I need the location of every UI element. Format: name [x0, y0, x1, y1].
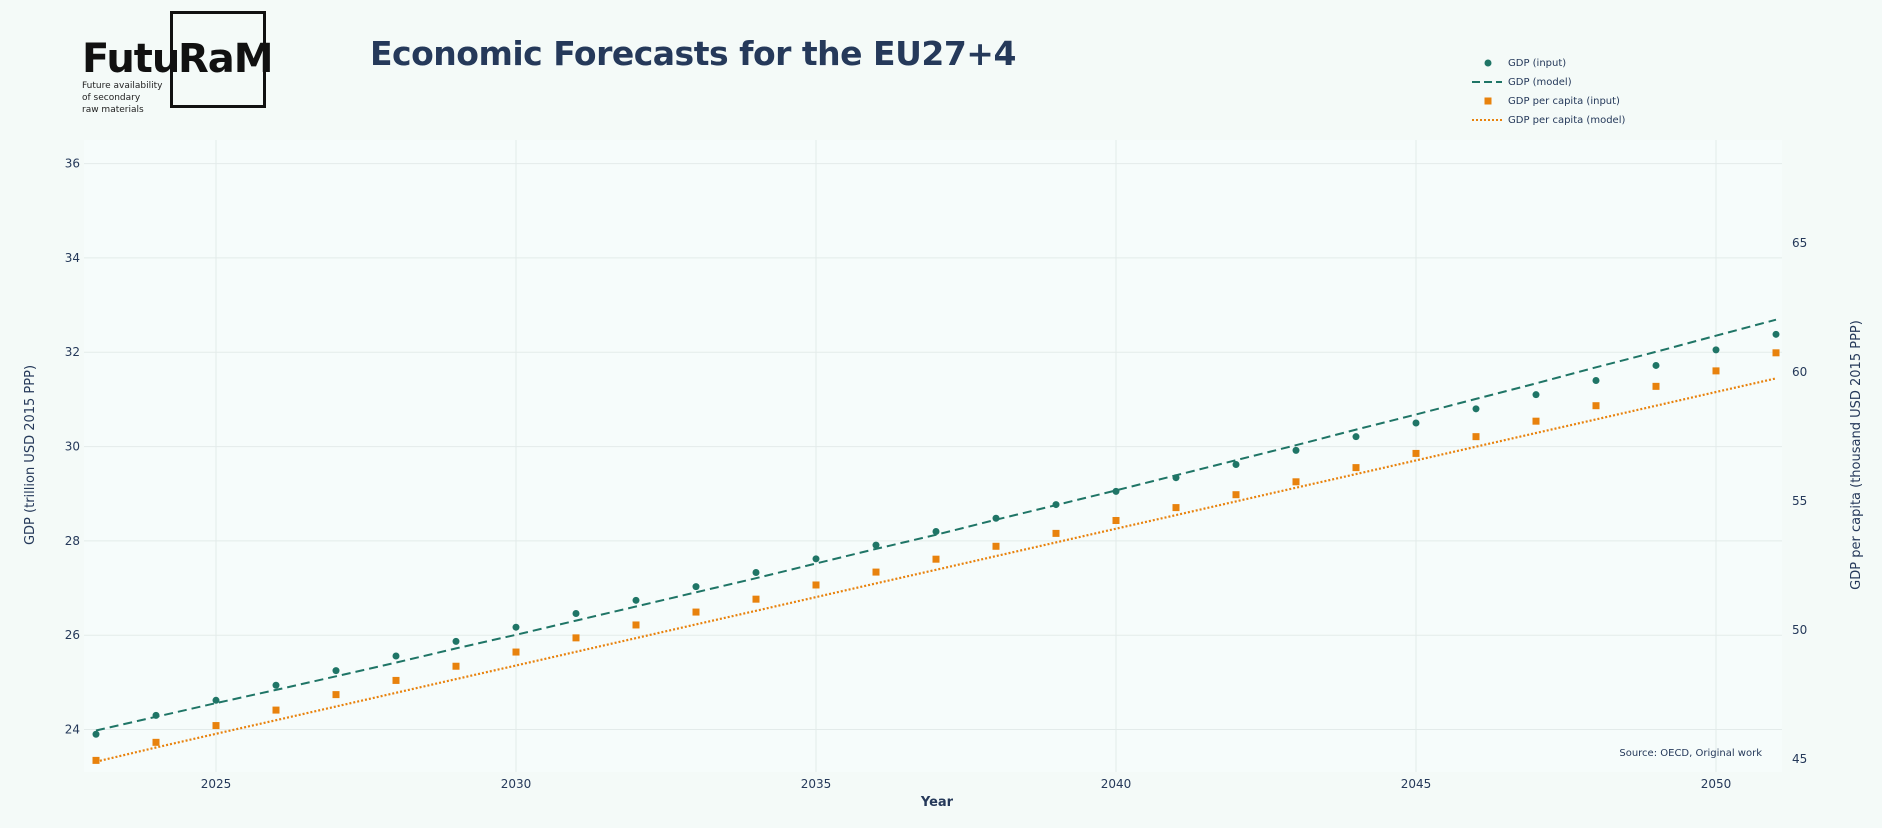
- gdp-input-point: [1412, 419, 1420, 427]
- logo-box: [170, 11, 266, 108]
- gdp-input-point: [1292, 446, 1300, 454]
- y2-tick-label: 55: [1792, 494, 1807, 508]
- legend-label-gdp-per-capita-input: GDP per capita (input): [1508, 96, 1620, 107]
- y-tick-label: 28: [65, 534, 80, 548]
- x-tick-label: 2040: [1101, 777, 1132, 791]
- data-series: [92, 318, 1780, 764]
- plot-area: [84, 140, 1782, 772]
- gdp-per-capita-input-point: [392, 676, 400, 684]
- gdp-input-point: [212, 696, 220, 704]
- gdp-input-point: [1592, 377, 1600, 385]
- gdp-per-capita-input-point: [752, 595, 760, 603]
- y2-tick-label: 50: [1792, 623, 1807, 637]
- gdp-input-point: [392, 652, 400, 660]
- y-tick-label: 30: [65, 440, 80, 454]
- y-tick-label: 36: [65, 157, 80, 171]
- series-line-gdp-per-capita-model: [95, 377, 1777, 763]
- gdp-input-point: [752, 568, 760, 576]
- gdp-per-capita-input-point: [1232, 491, 1240, 499]
- gdp-per-capita-input-point: [1532, 417, 1540, 425]
- chart-title: Economic Forecasts for the EU27+4: [370, 34, 1016, 73]
- gdp-input-point: [1232, 460, 1240, 468]
- series-line-gdp-model: [95, 318, 1777, 732]
- x-tick-label: 2035: [801, 777, 832, 791]
- x-tick-label: 2030: [501, 777, 532, 791]
- y2-tick-label: 60: [1792, 365, 1807, 379]
- source-note: Source: OECD, Original work: [1619, 748, 1762, 759]
- gdp-per-capita-input-point: [872, 568, 880, 576]
- y-axis-label: GDP (trillion USD 2015 PPP): [23, 365, 38, 545]
- gdp-per-capita-input-point: [92, 756, 100, 764]
- y-tick-label: 24: [65, 723, 80, 737]
- gdp-per-capita-input-point: [572, 634, 580, 642]
- y-tick-label: 32: [65, 345, 80, 359]
- gdp-input-point: [1532, 391, 1540, 399]
- y-tick-label: 26: [65, 628, 80, 642]
- gdp-input-point: [872, 541, 880, 549]
- y2-axis-label: GDP per capita (thousand USD 2015 PPP): [1849, 320, 1864, 590]
- gdp-input-point: [1472, 405, 1480, 413]
- gdp-per-capita-input-point: [932, 555, 940, 563]
- x-tick-label: 2045: [1401, 777, 1432, 791]
- gdp-per-capita-input-point: [1172, 504, 1180, 512]
- gdp-input-point: [572, 610, 580, 618]
- gdp-per-capita-input-point: [1352, 464, 1360, 472]
- gdp-input-point: [1112, 487, 1120, 495]
- gdp-per-capita-input-point: [992, 542, 1000, 550]
- gdp-per-capita-input-point: [632, 621, 640, 629]
- gdp-input-point: [452, 637, 460, 645]
- gdp-per-capita-input-point: [212, 722, 220, 730]
- gdp-input-point: [632, 596, 640, 604]
- legend-label-gdp-per-capita-model: GDP per capita (model): [1508, 115, 1626, 126]
- gdp-input-point: [692, 583, 700, 591]
- gdp-per-capita-input-point: [1112, 516, 1120, 524]
- gdp-per-capita-input-point: [812, 581, 820, 589]
- y2-tick-label: 65: [1792, 236, 1807, 250]
- gdp-per-capita-input-point: [1592, 402, 1600, 410]
- futuram-logo: Futu RaM Future availability of secondar…: [80, 10, 274, 115]
- legend-label-gdp-model: GDP (model): [1508, 77, 1572, 88]
- gdp-per-capita-input-point: [1292, 478, 1300, 486]
- gdp-input-point: [92, 730, 100, 738]
- x-tick-label: 2025: [201, 777, 232, 791]
- gdp-input-point: [1712, 346, 1720, 354]
- logo-word-ram: RaM: [178, 36, 274, 82]
- gdp-per-capita-input-point: [1052, 529, 1060, 537]
- logo-word-futu: Futu: [82, 36, 180, 82]
- axis-ticks: 2025 2030 2035 2040 2045 2050 24 26 28 30 32 34 36 45…: [65, 157, 1808, 791]
- gdp-per-capita-input-point: [152, 738, 160, 746]
- x-tick-label: 2050: [1701, 777, 1732, 791]
- gdp-per-capita-input-point: [272, 706, 280, 714]
- gdp-per-capita-input-point: [1472, 433, 1480, 441]
- gdp-per-capita-input-point: [692, 608, 700, 616]
- gdp-per-capita-input-point: [332, 691, 340, 699]
- legend-swatch-square-icon: [1484, 97, 1492, 105]
- gdp-input-point: [512, 623, 520, 631]
- y2-tick-label: 45: [1792, 752, 1807, 766]
- legend-swatch-dashed-line-icon: [1472, 81, 1502, 83]
- y-tick-label: 34: [65, 251, 80, 265]
- gdp-input-point: [932, 527, 940, 535]
- gdp-input-point: [272, 681, 280, 689]
- gdp-per-capita-input-point: [1712, 367, 1720, 375]
- legend-label-gdp-input: GDP (input): [1508, 58, 1567, 69]
- gdp-per-capita-input-point: [1772, 349, 1780, 357]
- logo-tagline: Future availability of secondary raw mat…: [82, 81, 163, 115]
- gdp-input-point: [1352, 433, 1360, 441]
- legend-swatch-dotted-line-icon: [1472, 119, 1502, 121]
- x-axis-label: Year: [920, 795, 954, 810]
- gdp-input-point: [1772, 330, 1780, 338]
- gdp-input-point: [812, 555, 820, 563]
- gdp-per-capita-input-point: [512, 648, 520, 656]
- gdp-per-capita-input-point: [452, 662, 460, 670]
- legend-swatch-circle-icon: [1484, 59, 1492, 67]
- gdp-input-point: [332, 667, 340, 675]
- gdp-input-point: [1652, 361, 1660, 369]
- gdp-per-capita-input-point: [1412, 449, 1420, 457]
- gdp-per-capita-input-point: [1652, 382, 1660, 390]
